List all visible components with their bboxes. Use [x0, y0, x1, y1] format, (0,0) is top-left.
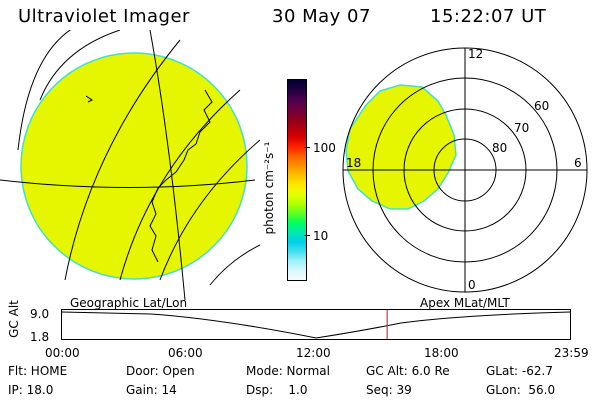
- time-tick-1800: 18:00: [424, 346, 459, 360]
- mlt-label-18: 18: [346, 156, 361, 170]
- door-status: Door: Open: [126, 364, 195, 378]
- colorbar-tick-mark: [304, 235, 310, 236]
- geographic-map: [0, 30, 260, 300]
- glat-status: GLat: -62.7: [486, 364, 553, 378]
- polar-grid: [342, 47, 588, 293]
- altitude-tick-min: 1.8: [30, 330, 50, 344]
- mlat-label-70: 70: [514, 121, 529, 135]
- colorbar-gradient: [288, 80, 306, 280]
- altitude-axis-title: GC Alt: [7, 300, 21, 338]
- altitude-curve: [61, 311, 571, 339]
- mlat-label-60: 60: [534, 99, 549, 113]
- time-label: 15:22:07 UT: [430, 6, 547, 27]
- altitude-strip: [61, 309, 571, 340]
- apex-caption: Apex MLat/MLT: [420, 296, 510, 310]
- ip-status: IP: 18.0: [8, 383, 54, 397]
- colorbar: [287, 79, 307, 281]
- time-tick-0600: 06:00: [168, 346, 203, 360]
- time-tick-0000: 00:00: [45, 346, 80, 360]
- geo-grid: [0, 30, 260, 300]
- mlt-label-0: 0: [468, 278, 476, 292]
- coastline-fragment: [85, 95, 93, 103]
- filter-status: Flt: HOME: [8, 364, 68, 378]
- colorbar-tick-mark: [304, 147, 310, 148]
- gain-status: Gain: 14: [126, 383, 177, 397]
- geo-caption: Geographic Lat/Lon: [70, 296, 188, 310]
- mlt-label-6: 6: [574, 156, 582, 170]
- apex-polar-plot: 12 18 6 0 60 70 80: [342, 47, 588, 293]
- time-tick-1200: 12:00: [296, 346, 331, 360]
- date-label: 30 May 07: [272, 6, 371, 27]
- seq-status: Seq: 39: [366, 383, 412, 397]
- mlt-label-12: 12: [468, 47, 483, 61]
- colorbar-tick-100: 100: [313, 141, 336, 155]
- mlat-label-80: 80: [492, 141, 507, 155]
- altitude-tick-max: 9.0: [30, 307, 50, 321]
- altitude-strip-frame: [61, 309, 571, 340]
- colorbar-label: photon cm⁻²s⁻¹: [262, 141, 276, 235]
- colorbar-tick-10: 10: [313, 229, 329, 243]
- time-tick-2359: 23:59: [554, 346, 589, 360]
- dsp-status: Dsp: 1.0: [246, 383, 308, 397]
- gc-alt-status: GC Alt: 6.0 Re: [366, 364, 450, 378]
- instrument-title: Ultraviolet Imager: [18, 6, 190, 27]
- coastline: [149, 89, 213, 263]
- glon-status: GLon: 56.0: [486, 383, 556, 397]
- mode-status: Mode: Normal: [246, 364, 330, 378]
- geo-emission-disk: [20, 52, 248, 280]
